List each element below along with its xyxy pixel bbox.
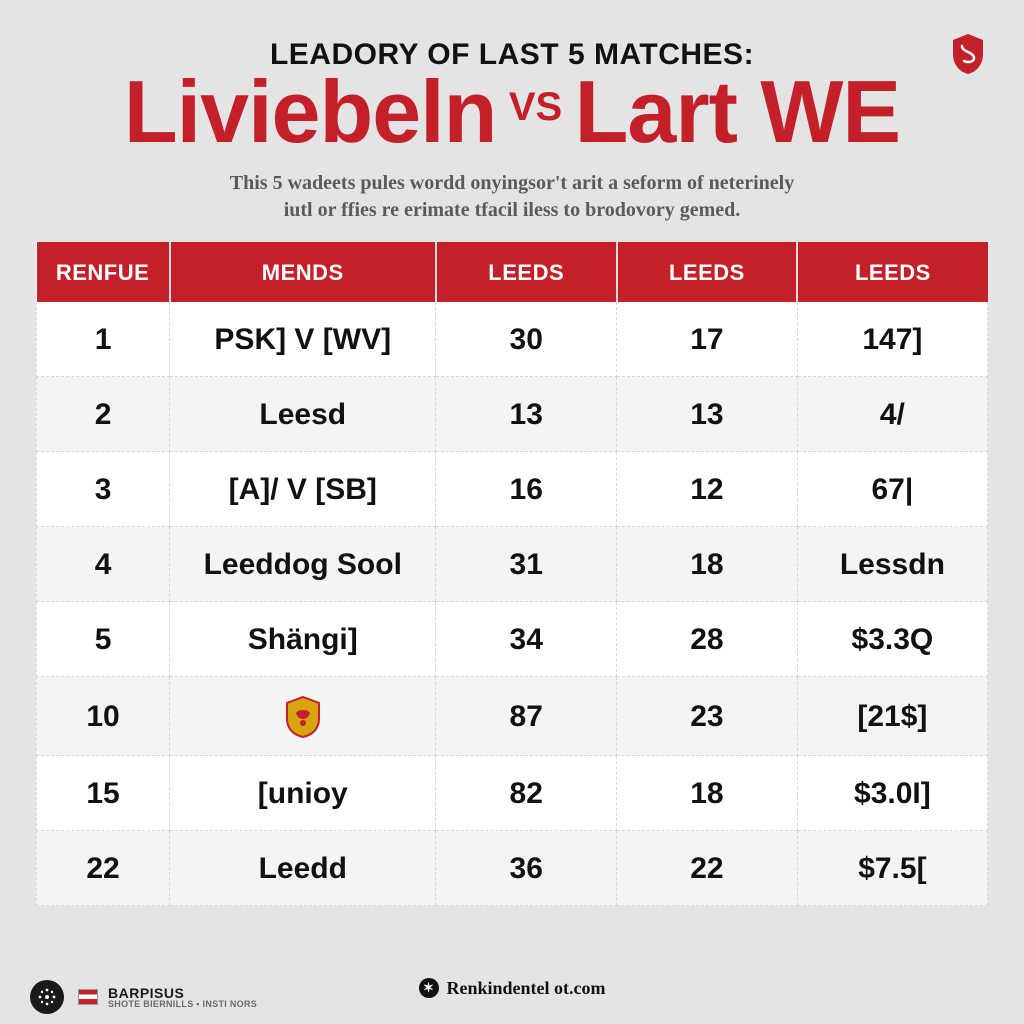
table-header-row: RENFUE MENDS LEEDS LEEDS LEEDS xyxy=(37,242,988,302)
table-row: 4Leeddog Sool3118Lessdn xyxy=(37,527,988,602)
col-header-4: LEEDS xyxy=(617,242,798,302)
cell-c5: $7.5[ xyxy=(797,831,987,906)
cell-c5: $3.3Q xyxy=(797,602,987,677)
cell-c4: 18 xyxy=(617,527,798,602)
footer-center-icon: ✶ xyxy=(419,978,439,998)
table-row: 10 8723[21$] xyxy=(37,677,988,756)
cell-mends: Leesd xyxy=(170,377,436,452)
cell-c4: 23 xyxy=(617,677,798,756)
footer-flag-icon xyxy=(78,989,98,1005)
cell-c4: 12 xyxy=(617,452,798,527)
cell-mends: [unioy xyxy=(170,756,436,831)
table-row: 22Leedd3622$7.5[ xyxy=(37,831,988,906)
subtitle: This 5 wadeets pules wordd onyingsor't a… xyxy=(72,170,952,224)
footer-brand-line-2: SHOTE BIERNILLS • INSTI NORS xyxy=(108,1000,257,1009)
table-row: 5Shängi]3428$3.3Q xyxy=(37,602,988,677)
cell-c5: Lessdn xyxy=(797,527,987,602)
footer-logo-icon xyxy=(30,980,64,1014)
cell-c5: $3.0I] xyxy=(797,756,987,831)
cell-c3: 36 xyxy=(436,831,617,906)
cell-mends: PSK] V [WV] xyxy=(170,302,436,377)
footer-site-text: Renkindentel ot.com xyxy=(447,978,606,999)
cell-rank: 3 xyxy=(37,452,170,527)
cell-rank: 4 xyxy=(37,527,170,602)
brand-shield-icon xyxy=(950,32,986,76)
cell-mends: Leeddog Sool xyxy=(170,527,436,602)
table-row: 2Leesd13134/ xyxy=(37,377,988,452)
cell-rank: 2 xyxy=(37,377,170,452)
team-a-name: Liviebeln xyxy=(124,62,496,161)
cell-c3: 13 xyxy=(436,377,617,452)
footer-brand-line-1: BARPISUS xyxy=(108,986,257,1000)
vs-label: VS xyxy=(509,85,562,129)
cell-rank: 10 xyxy=(37,677,170,756)
cell-c3: 30 xyxy=(436,302,617,377)
footer: BARPISUS SHOTE BIERNILLS • INSTI NORS ✶ … xyxy=(0,962,1024,1014)
col-header-2: MENDS xyxy=(170,242,436,302)
cell-c3: 34 xyxy=(436,602,617,677)
cell-c4: 22 xyxy=(617,831,798,906)
cell-c3: 87 xyxy=(436,677,617,756)
table-row: 3[A]/ V [SB]161267| xyxy=(37,452,988,527)
cell-mends: Shängi] xyxy=(170,602,436,677)
table-row: 1PSK] V [WV]3017147] xyxy=(37,302,988,377)
cell-mends: Leedd xyxy=(170,831,436,906)
cell-c5: 4/ xyxy=(797,377,987,452)
headline: Liviebeln VS Lart WE xyxy=(36,68,988,156)
cell-mends xyxy=(170,677,436,756)
cell-c3: 31 xyxy=(436,527,617,602)
subtitle-line-1: This 5 wadeets pules wordd onyingsor't a… xyxy=(230,172,794,194)
cell-c3: 16 xyxy=(436,452,617,527)
cell-rank: 15 xyxy=(37,756,170,831)
cell-c4: 17 xyxy=(617,302,798,377)
cell-c5: 147] xyxy=(797,302,987,377)
cell-rank: 22 xyxy=(37,831,170,906)
cell-rank: 1 xyxy=(37,302,170,377)
subtitle-line-2: iutl or ffies re erimate tfacil iless to… xyxy=(284,199,741,221)
col-header-3: LEEDS xyxy=(436,242,617,302)
team-b-name: Lart WE xyxy=(575,62,900,161)
footer-left-brand: BARPISUS SHOTE BIERNILLS • INSTI NORS xyxy=(30,980,257,1014)
footer-site-credit: ✶ Renkindentel ot.com xyxy=(419,978,606,999)
match-table: RENFUE MENDS LEEDS LEEDS LEEDS 1PSK] V [… xyxy=(36,242,988,906)
cell-c4: 28 xyxy=(617,602,798,677)
col-header-1: RENFUE xyxy=(37,242,170,302)
cell-c3: 82 xyxy=(436,756,617,831)
cell-c4: 18 xyxy=(617,756,798,831)
cell-c4: 13 xyxy=(617,377,798,452)
col-header-5: LEEDS xyxy=(797,242,987,302)
table-row: 15[unioy8218$3.0I] xyxy=(37,756,988,831)
cell-rank: 5 xyxy=(37,602,170,677)
cell-c5: 67| xyxy=(797,452,987,527)
cell-mends: [A]/ V [SB] xyxy=(170,452,436,527)
cell-c5: [21$] xyxy=(797,677,987,756)
